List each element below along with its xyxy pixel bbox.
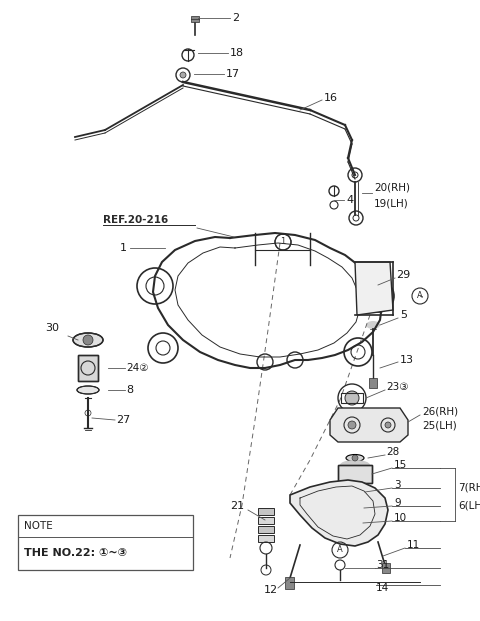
Text: 18: 18 bbox=[230, 48, 244, 58]
Text: 10: 10 bbox=[394, 513, 407, 523]
Bar bbox=[78, 355, 98, 381]
Text: 30: 30 bbox=[45, 323, 59, 333]
Circle shape bbox=[180, 72, 186, 78]
Ellipse shape bbox=[73, 333, 103, 347]
Ellipse shape bbox=[340, 460, 370, 470]
Text: 7(RH): 7(RH) bbox=[458, 483, 480, 493]
Text: 20(RH): 20(RH) bbox=[374, 183, 410, 193]
Bar bbox=[338, 465, 372, 483]
Bar bbox=[258, 517, 274, 524]
Bar bbox=[341, 393, 363, 403]
Circle shape bbox=[345, 391, 359, 405]
Text: 9: 9 bbox=[394, 498, 401, 508]
Text: 1: 1 bbox=[120, 243, 127, 253]
Text: 17: 17 bbox=[226, 69, 240, 79]
Text: A: A bbox=[417, 291, 423, 301]
Text: 29: 29 bbox=[396, 270, 410, 280]
Text: 14: 14 bbox=[376, 583, 389, 593]
Bar bbox=[338, 465, 372, 483]
Text: THE NO.22: ①~③: THE NO.22: ①~③ bbox=[24, 548, 127, 558]
Bar bbox=[191, 16, 199, 22]
Text: 1: 1 bbox=[280, 237, 286, 247]
Ellipse shape bbox=[366, 321, 380, 329]
Circle shape bbox=[352, 455, 358, 461]
Bar bbox=[258, 535, 274, 542]
Text: 24②: 24② bbox=[126, 363, 148, 373]
Text: NOTE: NOTE bbox=[24, 521, 53, 531]
Text: 6(LH): 6(LH) bbox=[458, 500, 480, 510]
Circle shape bbox=[83, 335, 93, 345]
Bar bbox=[258, 526, 274, 533]
Text: 12: 12 bbox=[264, 585, 278, 595]
Text: 5: 5 bbox=[400, 310, 407, 320]
Text: 4: 4 bbox=[346, 195, 353, 205]
Text: 27: 27 bbox=[116, 415, 130, 425]
Text: 19(LH): 19(LH) bbox=[374, 198, 409, 208]
Ellipse shape bbox=[346, 455, 364, 461]
Bar bbox=[78, 355, 98, 381]
Text: 25(LH): 25(LH) bbox=[422, 420, 457, 430]
Text: 8: 8 bbox=[126, 385, 133, 395]
Circle shape bbox=[350, 487, 360, 497]
Circle shape bbox=[385, 422, 391, 428]
Bar bbox=[369, 378, 377, 388]
Text: 3: 3 bbox=[394, 480, 401, 490]
Text: 2: 2 bbox=[232, 13, 239, 23]
Text: 28: 28 bbox=[386, 447, 399, 457]
Text: 21: 21 bbox=[230, 501, 244, 511]
Circle shape bbox=[348, 421, 356, 429]
Bar bbox=[382, 563, 390, 573]
Text: 23③: 23③ bbox=[386, 382, 408, 392]
Text: 31: 31 bbox=[376, 560, 389, 570]
Text: 13: 13 bbox=[400, 355, 414, 365]
Polygon shape bbox=[355, 262, 393, 315]
Text: A: A bbox=[337, 545, 343, 555]
Text: 16: 16 bbox=[324, 93, 338, 103]
Text: 15: 15 bbox=[394, 460, 407, 470]
Text: REF.20-216: REF.20-216 bbox=[103, 215, 168, 225]
Bar bbox=[285, 577, 294, 589]
Text: 26(RH): 26(RH) bbox=[422, 406, 458, 416]
Polygon shape bbox=[290, 480, 388, 546]
Ellipse shape bbox=[77, 386, 99, 394]
Bar bbox=[258, 508, 274, 515]
Text: 11: 11 bbox=[407, 540, 420, 550]
Polygon shape bbox=[330, 408, 408, 442]
